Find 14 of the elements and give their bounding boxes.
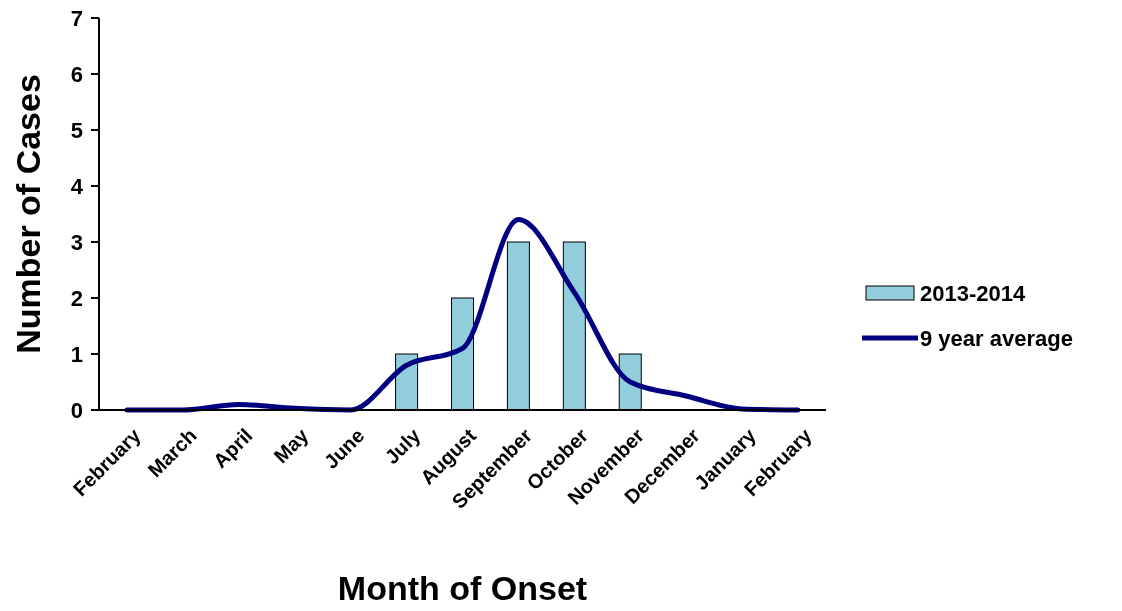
- y-tick-label: 7: [70, 5, 83, 31]
- y-tick-label: 4: [70, 173, 84, 199]
- legend-label: 2013-2014: [920, 280, 1026, 306]
- legend-label: 9 year average: [920, 325, 1073, 351]
- y-tick-label: 1: [70, 341, 83, 367]
- x-tick-label: July: [380, 423, 425, 469]
- y-tick-label: 5: [70, 117, 83, 143]
- x-axis-title: Month of Onset: [337, 569, 588, 607]
- y-axis-title: Number of Cases: [9, 74, 47, 354]
- y-tick-label: 6: [70, 61, 83, 87]
- y-tick-label: 3: [70, 229, 83, 255]
- x-tick-label: May: [269, 423, 314, 468]
- y-tick-label: 2: [70, 285, 83, 311]
- y-tick-label: 0: [70, 397, 83, 423]
